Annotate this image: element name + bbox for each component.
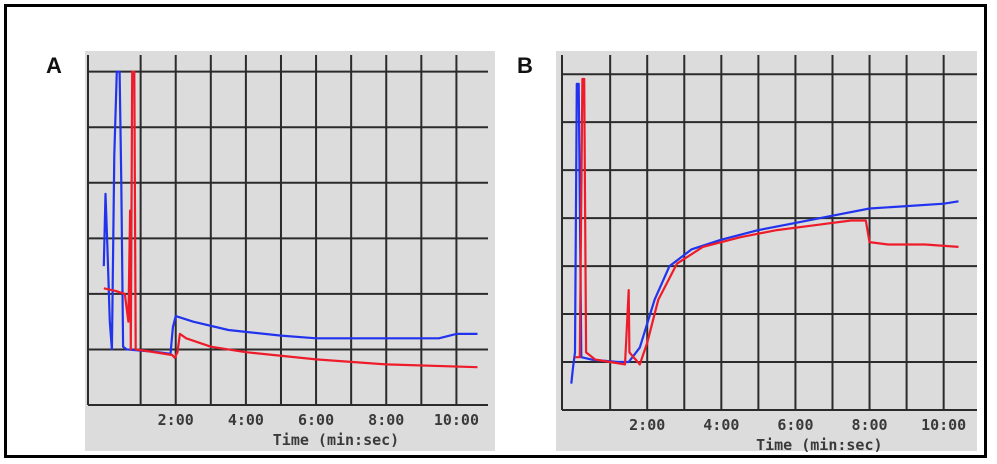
x-tick-label-a-4: 10:00 [434,411,479,429]
x-axis-label-a: Time (min:sec) [273,431,399,449]
chart-paper-a [85,51,495,451]
x-tick-label-a-3: 8:00 [368,411,404,429]
series-line-a-red [103,70,478,369]
chart-paper-b [556,51,977,451]
series-line-b-red [575,77,959,366]
panel-label-b: B [517,53,533,78]
charts-canvas: 2:00 4:00 6:00 8:00 10:00 Time (min:sec) 2:00 4… [85,51,977,454]
x-tick-label-b-3: 8:00 [851,416,887,434]
x-tick-label-a-1: 4:00 [228,411,264,429]
x-tick-label-b-2: 6:00 [777,416,813,434]
figure-frame: 2:00 4:00 6:00 8:00 10:00 Time (min:sec) 2:00 4… [4,4,987,458]
x-axis-label-b: Time (min:sec) [756,436,882,454]
series-line-b-blue [570,82,959,384]
x-tick-label-a-2: 6:00 [298,411,334,429]
x-tick-label-a-0: 2:00 [158,411,194,429]
x-tick-label-b-1: 4:00 [703,416,739,434]
x-tick-label-b-0: 2:00 [629,416,665,434]
panel-label-a: A [46,53,62,78]
x-tick-label-b-4: 10:00 [921,416,966,434]
